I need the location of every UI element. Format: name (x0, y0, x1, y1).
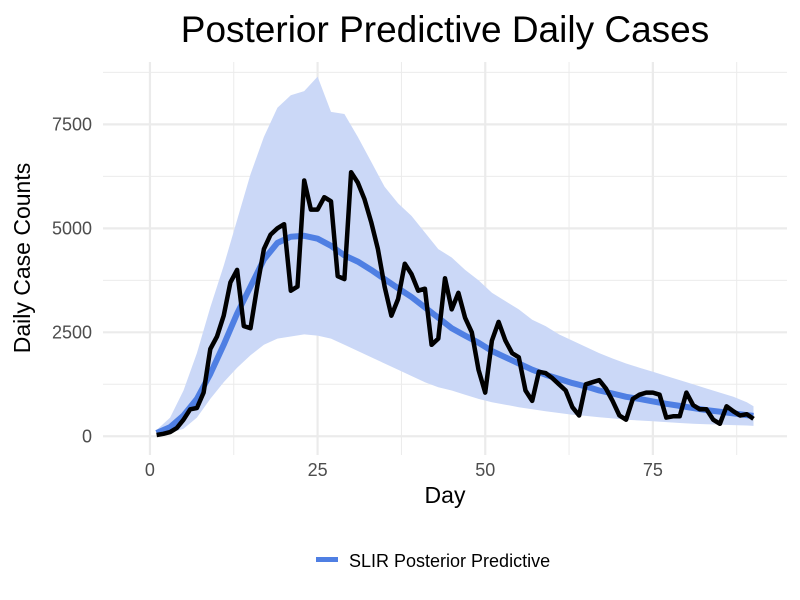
legend: SLIR Posterior Predictive (316, 551, 550, 571)
y-tick-label: 0 (82, 426, 92, 446)
line-layer (155, 169, 755, 438)
predictive-interval-band (156, 76, 754, 435)
observed-line (156, 169, 755, 438)
x-tick-label: 0 (145, 460, 155, 480)
legend-key (316, 557, 338, 562)
legend-label: SLIR Posterior Predictive (349, 551, 550, 571)
y-tick-label: 7500 (52, 114, 92, 134)
x-tick-label: 25 (308, 460, 328, 480)
y-tick-label: 5000 (52, 218, 92, 238)
chart-title: Posterior Predictive Daily Cases (181, 9, 709, 50)
x-tick-label: 75 (643, 460, 663, 480)
y-tick-label: 2500 (52, 322, 92, 342)
tick-layer: 0 25 50 75 0 2500 5000 7500 (52, 114, 663, 480)
x-axis-title: Day (425, 482, 466, 508)
x-tick-label: 50 (475, 460, 495, 480)
band-layer (156, 76, 754, 435)
y-axis-title: Daily Case Counts (9, 163, 35, 353)
